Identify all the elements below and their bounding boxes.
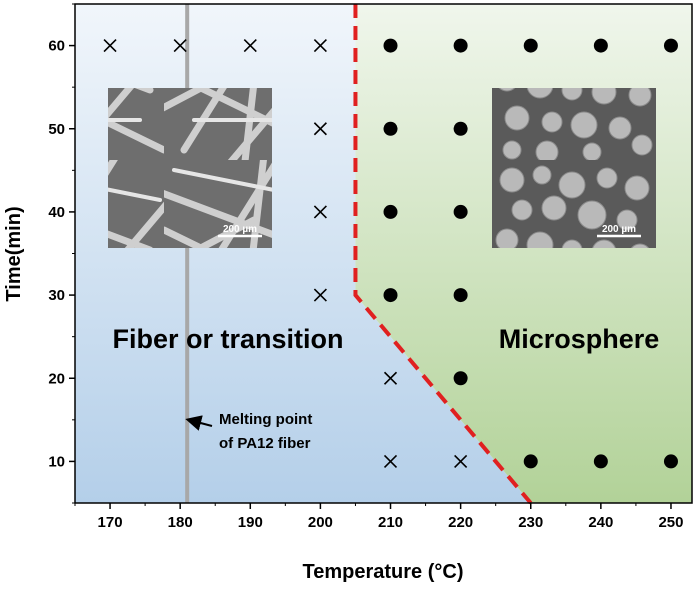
melting-point-label-line1: Melting point [219,411,312,428]
x-tick-label: 210 [378,514,403,531]
dot-marker-point [523,454,538,469]
melting-point-annotation: Melting point of PA12 fiber [185,411,312,452]
fiber-sem-image [108,88,272,248]
x-marker-point [313,288,327,302]
x-axis-ticks: 170 180 190 200 210 220 230 240 250 [74,503,683,531]
dot-marker-point [453,38,468,53]
dot-marker-point [453,288,468,303]
dot-marker-point [523,38,538,53]
y-tick-label: 60 [48,38,65,55]
x-tick-label: 180 [168,514,193,531]
x-tick-label: 230 [518,514,543,531]
x-marker-point [243,39,257,53]
microsphere-scale-label: 200 µm [602,224,636,235]
x-marker-point [103,39,117,53]
dot-marker-point [383,38,398,53]
dot-marker-point [453,371,468,386]
y-tick-label: 30 [48,287,65,304]
y-tick-label: 10 [48,453,65,470]
x-tick-label: 190 [238,514,263,531]
melting-point-arrow [185,415,213,431]
microsphere-region-label: Microsphere [499,324,660,354]
x-tick-label: 220 [448,514,473,531]
x-marker-point [313,205,327,219]
dot-marker-point [453,121,468,136]
dot-marker-point [383,288,398,303]
x-marker-point [383,371,398,385]
dot-marker-point [383,204,398,219]
x-marker-point [313,122,327,136]
sem-insets: 200 µm 200 µm [108,88,656,248]
x-marker-point [454,454,468,468]
dot-marker-point [593,454,608,469]
dot-marker-point [663,38,678,53]
y-axis-title: Time(min) [3,206,25,301]
fiber-sem-inset: 200 µm [108,88,272,248]
y-axis-ticks: 10 20 30 40 50 60 [48,3,75,504]
x-tick-label: 170 [98,514,123,531]
x-marker-point [173,39,187,53]
x-axis-title: Temperature (°C) [303,561,464,583]
y-tick-label: 40 [48,204,65,221]
region-backgrounds [75,4,692,503]
dot-marker-point [663,454,678,469]
x-tick-label: 250 [658,514,683,531]
x-marker-point [313,39,327,53]
y-tick-label: 20 [48,370,65,387]
dot-marker-point [383,121,398,136]
fiber-scale-label: 200 µm [223,224,257,235]
microsphere-sem-image [492,88,656,248]
dot-marker-point [453,204,468,219]
x-tick-label: 200 [308,514,333,531]
x-tick-label: 240 [588,514,613,531]
dot-marker-point [593,38,608,53]
data-points [103,38,678,469]
x-marker-point [383,454,398,468]
melting-point-label-line2: of PA12 fiber [219,435,311,452]
phase-boundary-line [353,4,533,505]
y-tick-label: 50 [48,121,65,138]
microsphere-sem-inset: 200 µm [492,88,656,248]
fiber-region-label: Fiber or transition [112,324,343,354]
